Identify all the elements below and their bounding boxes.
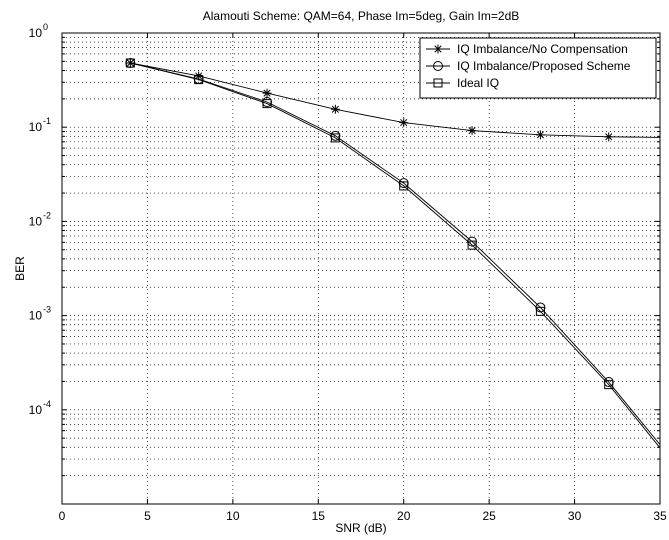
series-square: [125, 58, 661, 449]
legend-item: Ideal IQ: [426, 76, 499, 90]
legend-item: IQ Imbalance/No Compensation: [426, 42, 628, 56]
data-point-square: [125, 58, 135, 68]
series-layer: [125, 58, 661, 449]
data-point-star: [604, 132, 614, 142]
legend-label: IQ Imbalance/Proposed Scheme: [457, 59, 631, 73]
data-point-star: [399, 118, 409, 128]
chart-title: Alamouti Scheme: QAM=64, Phase Im=5deg, …: [203, 9, 520, 23]
x-tick-label: 20: [397, 509, 411, 523]
grid-lines: [62, 33, 660, 504]
x-tick-label: 35: [653, 509, 667, 523]
y-axis-label: BER: [13, 256, 27, 281]
data-point-square: [535, 306, 545, 316]
y-tick-exponent: -3: [43, 305, 51, 315]
x-tick-label: 25: [482, 509, 496, 523]
data-point-square: [399, 181, 409, 191]
data-point-square: [262, 99, 272, 109]
y-tick-exponent: -4: [43, 399, 51, 409]
y-tick-label: 10: [29, 214, 43, 228]
x-axis-label: SNR (dB): [335, 521, 386, 535]
y-tick-label: 10: [29, 309, 43, 323]
data-point-square: [330, 133, 340, 143]
data-point-star: [262, 88, 272, 98]
data-point-circle: [433, 61, 443, 71]
data-point-star: [467, 126, 477, 136]
data-point-star: [535, 130, 545, 140]
y-tick-label: 10: [29, 26, 43, 40]
x-tick-label: 10: [226, 509, 240, 523]
data-point-star: [433, 44, 443, 54]
legend: IQ Imbalance/No Compensation IQ Imbalance…: [419, 37, 657, 99]
y-tick-label: 10: [29, 120, 43, 134]
y-tick-label: 10: [29, 403, 43, 417]
legend-label: IQ Imbalance/No Compensation: [457, 42, 628, 56]
x-tick-label: 15: [312, 509, 326, 523]
y-tick-exponent: -2: [43, 210, 51, 220]
x-tick-label: 5: [144, 509, 151, 523]
series-line: [130, 62, 661, 449]
legend-label: Ideal IQ: [457, 76, 499, 90]
legend-box: [419, 37, 657, 99]
data-point-square: [467, 240, 477, 250]
y-tick-exponent: 0: [43, 22, 48, 32]
series-circle: [125, 58, 661, 445]
data-point-star: [330, 104, 340, 114]
x-tick-label: 0: [59, 509, 66, 523]
plot-frame: [61, 32, 661, 505]
legend-item: IQ Imbalance/Proposed Scheme: [426, 59, 631, 73]
y-tick-exponent: -1: [43, 116, 51, 126]
data-point-square: [604, 380, 614, 390]
x-tick-label: 30: [568, 509, 582, 523]
data-point-square: [194, 75, 204, 85]
data-point-square: [433, 78, 443, 88]
series-line: [130, 62, 661, 445]
